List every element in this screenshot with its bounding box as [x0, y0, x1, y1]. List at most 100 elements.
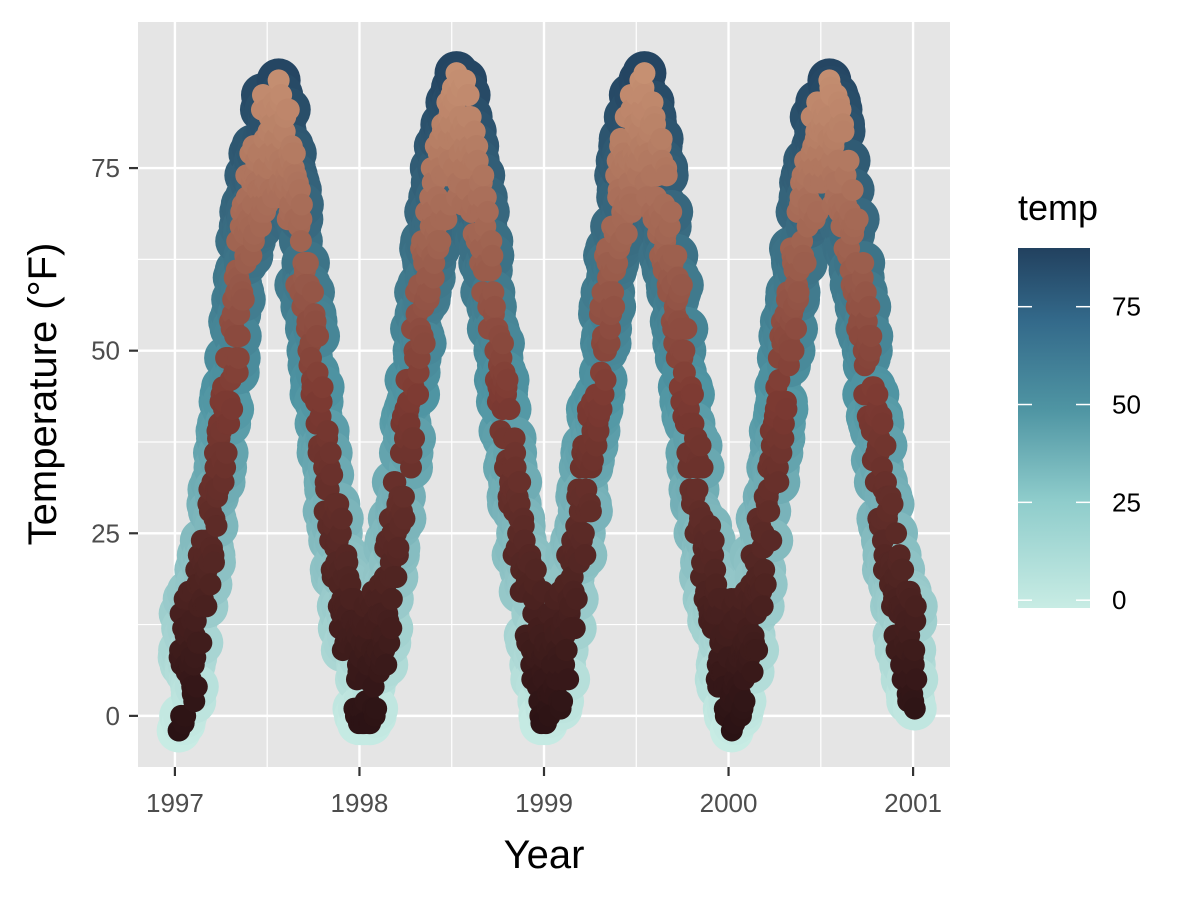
- y-tick-label: 0: [106, 701, 120, 731]
- x-tick-label: 2000: [700, 788, 758, 818]
- x-tick-label: 1999: [515, 788, 573, 818]
- data-point: [498, 398, 521, 421]
- legend-tick-label: 25: [1112, 487, 1141, 517]
- data-point: [330, 507, 353, 530]
- data-point: [228, 325, 251, 348]
- data-point: [874, 434, 897, 457]
- data-point: [615, 222, 638, 245]
- data-point: [307, 325, 330, 348]
- x-tick-label: 1997: [146, 788, 204, 818]
- data-point: [846, 208, 869, 231]
- data-point: [563, 617, 586, 640]
- data-point: [302, 281, 325, 304]
- data-point: [392, 485, 415, 508]
- data-point: [794, 252, 817, 275]
- data-point: [565, 588, 588, 611]
- legend: temp 0 25 50 75: [1018, 187, 1141, 615]
- data-point: [904, 595, 927, 618]
- data-point: [603, 295, 626, 318]
- data-point: [860, 325, 883, 348]
- data-point: [782, 339, 805, 362]
- data-point: [277, 98, 300, 121]
- data-point: [852, 252, 875, 275]
- data-point: [751, 595, 774, 618]
- data-point: [476, 200, 499, 223]
- data-point: [289, 230, 312, 253]
- data-point: [754, 573, 777, 596]
- data-point: [760, 529, 783, 552]
- data-point: [858, 295, 881, 318]
- data-point: [375, 653, 398, 676]
- data-point: [841, 178, 864, 201]
- legend-title: temp: [1018, 187, 1098, 228]
- data-point: [691, 456, 714, 479]
- data-point: [321, 463, 344, 486]
- data-point: [380, 588, 403, 611]
- data-point: [767, 471, 790, 494]
- data-point: [227, 346, 250, 369]
- data-point: [202, 551, 225, 574]
- data-point: [524, 558, 547, 581]
- data-point: [837, 149, 860, 172]
- data-point: [429, 230, 452, 253]
- data-point: [686, 478, 709, 501]
- data-point: [881, 493, 904, 516]
- data-point: [190, 631, 213, 654]
- data-point: [316, 420, 339, 443]
- data-point: [871, 412, 894, 435]
- data-point: [393, 507, 416, 530]
- y-tick-label: 50: [91, 336, 120, 366]
- data-point: [283, 142, 306, 165]
- x-tick-label: 2001: [884, 788, 942, 818]
- data-points: [156, 51, 939, 753]
- data-point: [574, 544, 597, 567]
- legend-tick-label: 75: [1112, 292, 1141, 322]
- axes: 1997 1998 1999 2000 2001 0 25 50 75: [91, 153, 942, 818]
- y-axis-title: Temperature (°F): [21, 243, 65, 546]
- data-point: [594, 368, 617, 391]
- data-point: [413, 332, 436, 355]
- data-point: [758, 500, 781, 523]
- data-point: [775, 398, 798, 421]
- legend-colorbar: [1018, 248, 1090, 608]
- point-fills: [167, 62, 928, 742]
- data-point: [491, 332, 514, 355]
- data-point: [675, 317, 698, 340]
- data-point: [572, 522, 595, 545]
- data-point: [407, 383, 430, 406]
- data-point: [660, 200, 683, 223]
- legend-ticks: 0 25 50 75: [1018, 292, 1141, 615]
- x-axis-title: Year: [504, 833, 585, 877]
- data-point: [205, 514, 228, 537]
- data-point: [311, 376, 334, 399]
- data-point: [655, 164, 678, 187]
- y-tick-label: 75: [91, 153, 120, 183]
- data-point: [199, 573, 222, 596]
- data-point: [385, 566, 408, 589]
- data-point: [296, 252, 319, 275]
- data-point: [195, 595, 218, 618]
- data-point: [483, 295, 506, 318]
- data-point: [905, 668, 928, 691]
- x-tick-label: 1998: [331, 788, 389, 818]
- data-point: [185, 675, 208, 698]
- data-point: [387, 536, 410, 559]
- data-point: [221, 398, 244, 421]
- legend-tick-label: 50: [1112, 390, 1141, 420]
- data-point: [665, 244, 688, 267]
- data-point: [903, 639, 926, 662]
- data-point: [741, 661, 764, 684]
- data-point: [472, 164, 495, 187]
- data-point: [457, 84, 480, 107]
- data-point: [892, 558, 915, 581]
- data-point: [832, 120, 855, 143]
- data-point: [702, 529, 725, 552]
- data-point: [557, 668, 580, 691]
- data-point: [673, 339, 696, 362]
- y-tick-label: 25: [91, 518, 120, 548]
- data-point: [555, 639, 578, 662]
- data-point: [509, 471, 532, 494]
- data-point: [290, 193, 313, 216]
- legend-tick-label: 0: [1112, 585, 1126, 615]
